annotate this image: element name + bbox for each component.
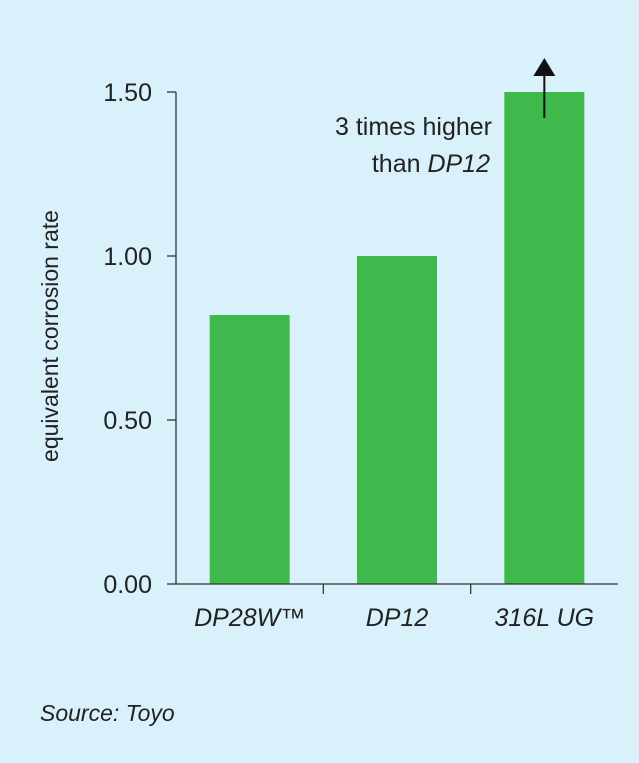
y-tick-label: 0.00: [103, 571, 152, 599]
bar: [504, 92, 585, 584]
bar: [209, 315, 290, 584]
y-tick-label: 1.00: [103, 243, 152, 271]
annotation-line-2-italic: DP12: [427, 150, 490, 178]
y-tick-label: 1.50: [103, 79, 152, 107]
y-tick-label: 0.50: [103, 407, 152, 435]
annotation-line-2-prefix: than: [372, 150, 428, 178]
annotation: 3 times higher than DP12: [335, 58, 556, 178]
annotation-line-2: than DP12: [372, 150, 490, 178]
bar: [357, 256, 437, 584]
y-ticks: 0.00 0.50 1.00 1.50: [103, 79, 176, 599]
bars-layer: [209, 92, 585, 584]
arrow-up-icon: [533, 58, 556, 76]
annotation-line-1: 3 times higher: [335, 113, 492, 141]
axes-layer: [175, 92, 618, 585]
x-tick-label: DP28W™: [194, 604, 305, 632]
x-ticks: DP28W™ DP12 316L UG: [194, 584, 594, 632]
x-tick-label: DP12: [366, 604, 429, 632]
source-note: Source: Toyo: [40, 700, 175, 726]
y-axis-label: equivalent corrosion rate: [37, 210, 63, 462]
x-tick-label: 316L UG: [495, 604, 595, 632]
